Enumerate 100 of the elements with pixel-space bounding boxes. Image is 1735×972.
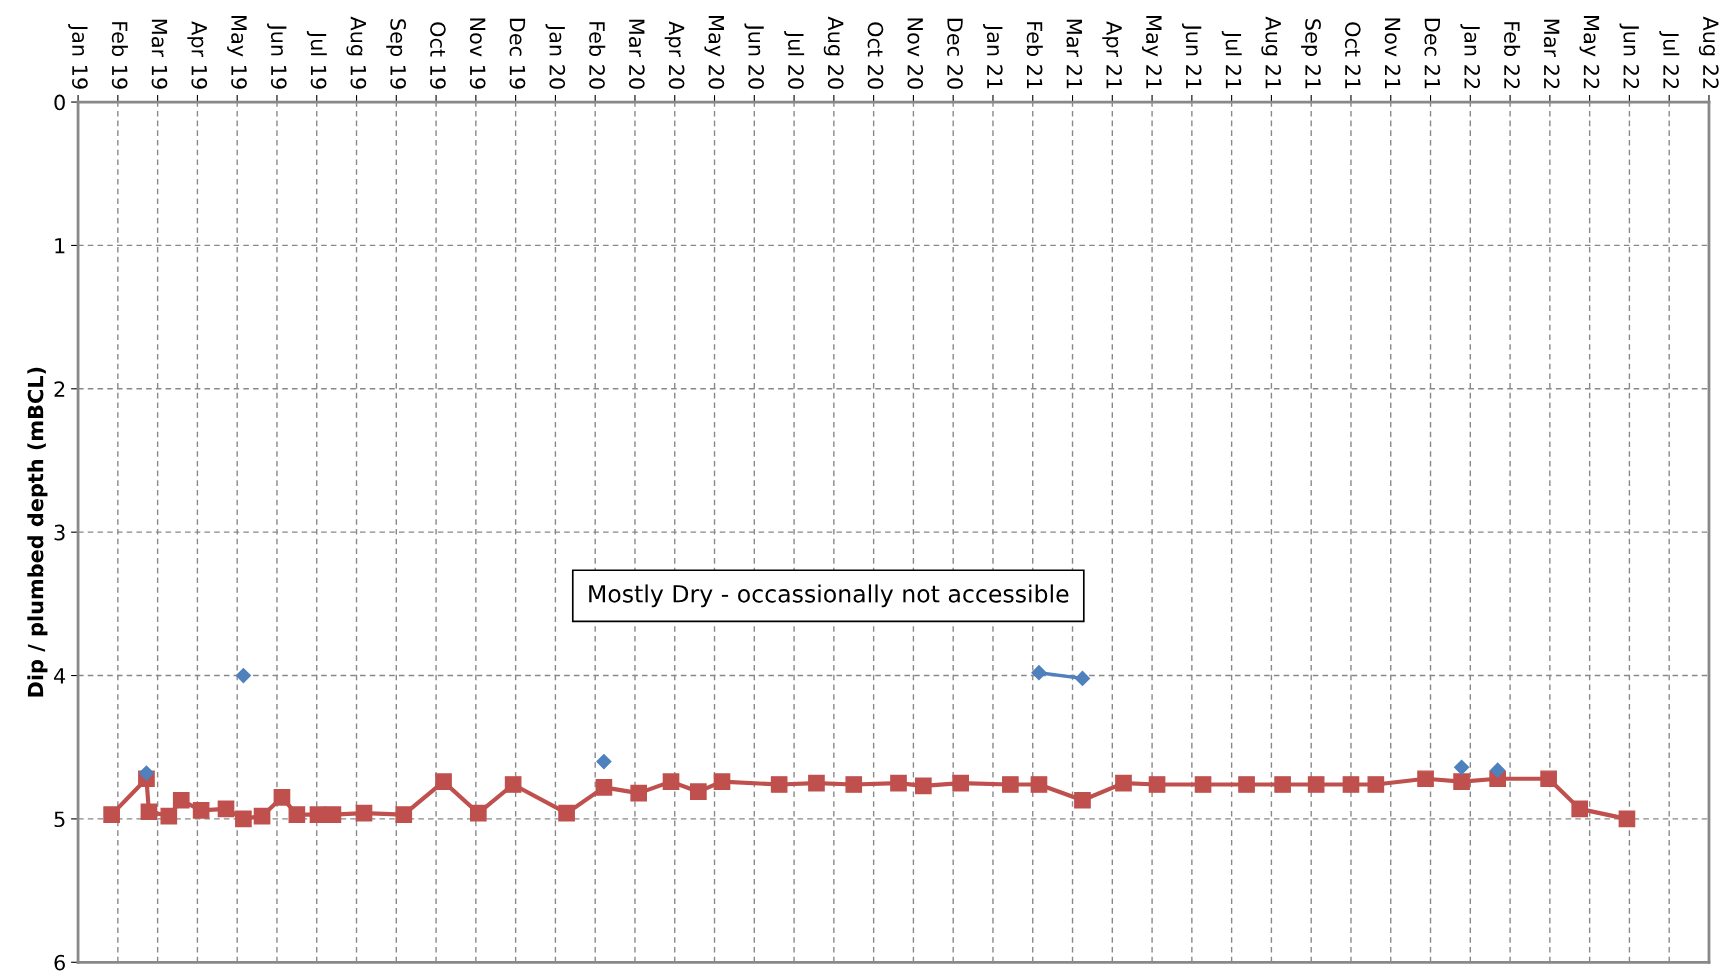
y-tick-label: 3 (54, 524, 65, 541)
x-tick-label: Nov 19 (469, 18, 486, 89)
point (103, 806, 120, 823)
point (192, 801, 210, 819)
point (1274, 776, 1291, 793)
y-tick-label: 4 (54, 668, 66, 684)
x-tick-label: Mar 20 (628, 19, 645, 89)
point (1454, 759, 1470, 775)
point (845, 776, 863, 793)
x-tick-label: Dec 21 (1424, 18, 1441, 89)
point (1571, 800, 1589, 818)
x-tick-label: Apr 20 (664, 21, 685, 89)
x-tick-label: Oct 21 (1344, 22, 1361, 89)
x-tick-label: Feb 22 (1504, 22, 1521, 89)
point (915, 777, 932, 795)
point (235, 810, 252, 828)
x-tick-label: Apr 21 (1102, 21, 1123, 89)
point (273, 789, 291, 806)
point (770, 776, 788, 793)
point (1030, 776, 1048, 793)
point (288, 806, 306, 823)
x-tick-label: Jul 21 (1221, 30, 1242, 89)
point (470, 804, 487, 822)
point (1074, 670, 1091, 686)
point (1540, 770, 1557, 788)
point (160, 807, 178, 825)
point (1618, 810, 1636, 828)
point (172, 791, 190, 809)
point (1367, 776, 1385, 793)
y-tick-label: 2 (54, 381, 65, 397)
point (630, 784, 648, 802)
point (217, 800, 235, 818)
x-tick-label: Jul 19 (306, 30, 327, 89)
point (1074, 791, 1091, 809)
x-tick-label: Dec 19 (509, 18, 526, 89)
x-tick-label: Feb 21 (1026, 22, 1043, 89)
x-tick-label: May 20 (704, 16, 725, 89)
point (309, 806, 327, 823)
x-tick-label: Jun 21 (1181, 23, 1202, 89)
annotation: Mostly Dry - occassionally not accessible (589, 584, 1069, 608)
point (595, 779, 613, 796)
point (662, 773, 680, 790)
x-tick-label: May 19 (227, 16, 247, 89)
point (253, 807, 271, 825)
x-tick-label: Jul 22 (1659, 30, 1680, 89)
x-tick-label: Oct 20 (867, 22, 884, 89)
y-tick-label: 5 (54, 811, 65, 828)
y-tick-label: 6 (54, 954, 65, 971)
x-tick-label: Aug 20 (823, 16, 844, 89)
point (1002, 776, 1019, 793)
x-tick-label: Mar 22 (1543, 19, 1560, 89)
y-tick-label: 0 (54, 94, 65, 111)
point (435, 773, 452, 790)
x-tick-label: Feb 20 (589, 22, 606, 89)
x-tick-label: Jun 19 (267, 23, 287, 89)
x-tick-label: Apr 19 (187, 21, 208, 89)
x-tick-label: Aug 21 (1261, 16, 1282, 89)
point (1342, 776, 1360, 793)
point (1194, 776, 1212, 793)
x-tick-label: Jun 22 (1619, 23, 1640, 89)
x-tick-label: Mar 21 (1066, 19, 1083, 89)
point (395, 806, 413, 823)
point (713, 773, 731, 790)
point (324, 806, 342, 823)
point (235, 667, 251, 684)
point (355, 804, 373, 822)
x-tick-label: Mar 19 (151, 19, 168, 89)
point (1307, 776, 1325, 793)
point (596, 753, 612, 770)
x-tick-label: Jul 20 (784, 30, 805, 89)
x-tick-label: May 21 (1142, 16, 1162, 89)
x-tick-label: Nov 21 (1384, 18, 1401, 89)
x-tick-label: Jan 22 (1460, 23, 1481, 89)
point (138, 765, 155, 781)
point (140, 803, 158, 821)
x-tick-label: Sep 21 (1301, 19, 1321, 89)
x-tick-label: Sep 19 (386, 19, 407, 89)
y-axis-title: Dip / plumbed depth (mBCL) (27, 367, 48, 697)
point (1031, 665, 1047, 681)
point (1417, 770, 1434, 788)
x-tick-label: Jun 20 (744, 23, 765, 89)
point (558, 804, 575, 822)
x-tick-label: Aug 19 (346, 16, 367, 89)
point (1148, 776, 1166, 793)
point (890, 774, 907, 792)
y-tick-label: 1 (55, 238, 65, 254)
point (1115, 774, 1132, 792)
point (690, 783, 707, 801)
x-tick-label: Oct 19 (430, 22, 446, 89)
x-tick-label: Jan 21 (983, 23, 1003, 89)
point (808, 774, 825, 792)
x-tick-label: Nov 20 (907, 18, 924, 89)
point (1238, 776, 1255, 793)
point (1453, 773, 1470, 790)
x-tick-label: Dec 20 (947, 18, 963, 89)
point (952, 774, 969, 792)
x-tick-label: Feb 19 (111, 22, 128, 89)
x-tick-label: May 22 (1579, 16, 1600, 89)
x-tick-label: Jan 20 (545, 23, 566, 89)
point (504, 776, 522, 793)
